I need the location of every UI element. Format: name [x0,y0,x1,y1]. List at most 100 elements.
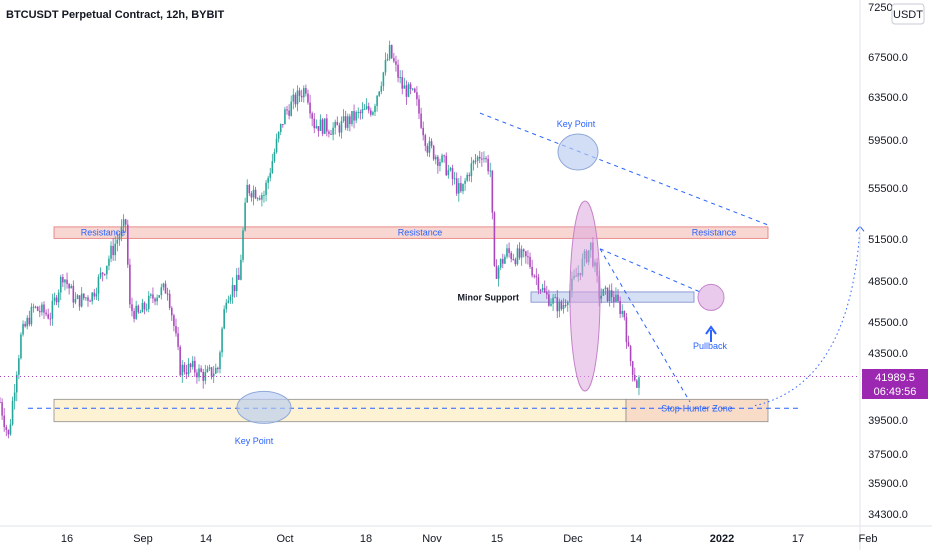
candle-body [376,95,378,107]
candle-body [263,195,265,197]
candle-body [170,307,173,316]
candle-body [116,239,119,244]
candle-body [112,245,114,256]
candle-body [627,342,630,347]
candle-body [330,133,332,135]
drop-projection-line [599,248,691,403]
candle-body [91,292,93,302]
candle-body [608,290,611,302]
candle-body [315,126,318,129]
candle-body [384,60,387,73]
candle-body [539,290,542,292]
y-tick-label: 48500.0 [868,276,908,288]
candle-body [562,304,565,309]
candle-body [321,119,324,134]
candle-body [129,264,131,305]
candle-body [615,294,617,302]
candle-body [508,248,510,253]
candle-body [489,170,492,172]
pullback-label: Pullback [693,341,728,351]
candle-body [45,312,47,315]
candle-body [15,374,18,393]
candle-body [204,372,207,381]
x-tick-label: 18 [360,533,372,545]
candle-body [154,298,156,302]
candle-body [124,219,127,225]
candle-body [114,243,117,256]
candle-body [313,118,316,129]
candle-body [334,121,336,128]
candle-body [43,304,45,313]
candle-body [76,295,79,299]
currency-button[interactable]: USDT [891,3,925,25]
candle-body [254,189,257,199]
candle-body [499,259,502,268]
candle-body [177,333,179,347]
time-axis[interactable]: 16 Sep 14 Oct 18 Nov 15 Dec 14 2022 17 Feb [61,533,878,545]
y-tick-label: 51500.0 [868,234,908,246]
candle-body [72,285,75,303]
candle-body [610,290,613,298]
y-tick-label: 55500.0 [868,183,908,195]
candle-body [420,113,422,128]
candle-body [145,309,148,311]
candle-body [187,363,190,375]
candle-body [541,287,544,291]
candle-body [55,297,58,303]
candle-body [552,297,554,304]
candle-body [529,256,531,267]
candle-body [214,367,217,374]
candle-body [380,86,383,92]
candle-body [418,99,420,114]
candle-body [319,119,322,131]
candle-body [39,310,41,313]
lower-trendline [599,248,701,293]
candle-body [196,372,198,378]
candle-body [191,360,194,368]
key-point-label-dec: Key Point [557,119,596,129]
candle-body [300,95,303,98]
key-point-ellipse-sep [236,390,292,424]
candle-body [407,84,410,97]
candle-body [143,302,146,310]
candle-body [32,306,35,308]
candle-body [87,297,89,301]
price-axis[interactable]: 72500.067500.063500.059500.055500.051500… [868,2,908,521]
candle-body [470,163,473,177]
candle-body [147,295,150,310]
candle-body [502,259,504,264]
candle-body [426,145,429,153]
candle-body [51,300,54,319]
candle-body [388,45,391,59]
candle-body [137,305,140,313]
y-tick-label: 43500.0 [868,348,908,360]
candle-body [227,300,230,303]
candle-body [233,285,236,292]
candle-body [68,284,70,289]
candle-body [382,72,385,87]
currency-button-label: USDT [893,9,923,21]
candle-body [1,402,3,416]
candle-body [99,272,102,277]
candle-body [437,156,439,166]
candle-body [445,155,448,176]
candle-body [422,127,424,136]
current-price-value: 41989.5 [875,372,915,384]
candle-body [261,195,263,200]
candle-body [20,334,22,359]
key-point-ellipse-dec [557,133,599,171]
candle-body [468,174,471,177]
candle-body [41,304,43,313]
candle-body [118,236,121,240]
candle-body [18,358,20,375]
candle-body [275,138,278,153]
candle-body [223,309,225,329]
candle-body [411,88,414,90]
resistance-label-1: Resistance [81,228,126,238]
candle-body [353,111,355,121]
candle-body [156,297,158,302]
candle-body [564,304,567,306]
candle-body [250,193,253,198]
